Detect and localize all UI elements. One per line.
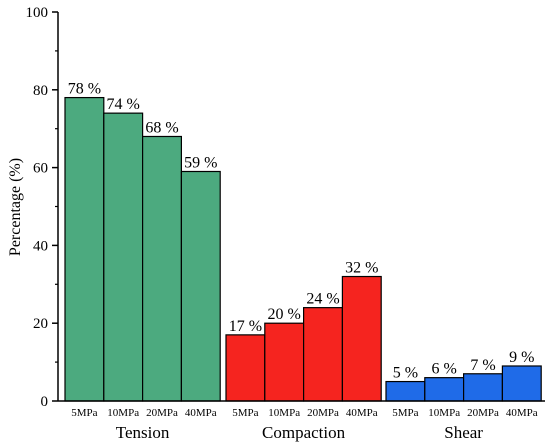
y-tick-label: 100 [26,5,49,21]
y-tick-label: 20 [33,316,48,332]
bar-tension-5mpa [64,96,105,402]
bar-shear-5mpa [385,380,426,402]
x-tick-label: 5MPa [71,407,97,419]
bars-layer: 78 % 5MPa 74 % 10MPa 68 % 20MPa 59 % 40MPa Tensi… [64,81,542,442]
data-label: 7 % [470,357,495,374]
bar-compaction-40mpa [341,275,382,402]
data-label: 68 % [145,119,178,136]
group-label-shear: Shear [444,423,483,442]
x-tick-label: 5MPa [392,407,418,419]
bar-compaction-20mpa [303,307,344,402]
x-tick-label: 20MPa [467,407,499,419]
data-label: 6 % [432,361,457,378]
bar-shear-20mpa [463,373,504,402]
x-tick-label: 40MPa [346,407,378,419]
data-label: 78 % [68,81,101,98]
data-label: 17 % [229,318,262,335]
data-label: 24 % [306,291,339,308]
bar-compaction-5mpa [225,334,266,402]
group-label-tension: Tension [116,423,170,442]
y-axis-label: Percentage (%) [7,158,24,256]
bar-tension-10mpa [103,112,144,402]
axes-layer: 0 20 40 60 80 100 [26,5,545,410]
data-label: 74 % [107,96,140,113]
data-label: 9 % [509,349,534,366]
bar-tension-40mpa [180,170,221,402]
y-tick-label: 40 [33,238,48,254]
bar-tension-20mpa [142,135,183,402]
x-tick-label: 10MPa [428,407,460,419]
y-tick-label: 80 [33,83,48,99]
x-tick-label: 5MPa [232,407,258,419]
x-tick-label: 20MPa [307,407,339,419]
data-label: 5 % [393,365,418,382]
data-label: 59 % [184,154,217,171]
data-label: 32 % [345,260,378,277]
x-tick-label: 40MPa [506,407,538,419]
y-tick-label: 60 [33,161,48,177]
x-tick-label: 20MPa [146,407,178,419]
bar-shear-10mpa [424,377,465,402]
group-label-compaction: Compaction [262,423,346,442]
x-tick-label: 10MPa [268,407,300,419]
data-label: 20 % [268,306,301,323]
x-tick-label: 10MPa [107,407,139,419]
y-tick-label: 0 [41,394,49,410]
x-tick-label: 40MPa [185,407,217,419]
bar-compaction-10mpa [264,322,305,402]
bar-shear-40mpa [501,365,542,402]
